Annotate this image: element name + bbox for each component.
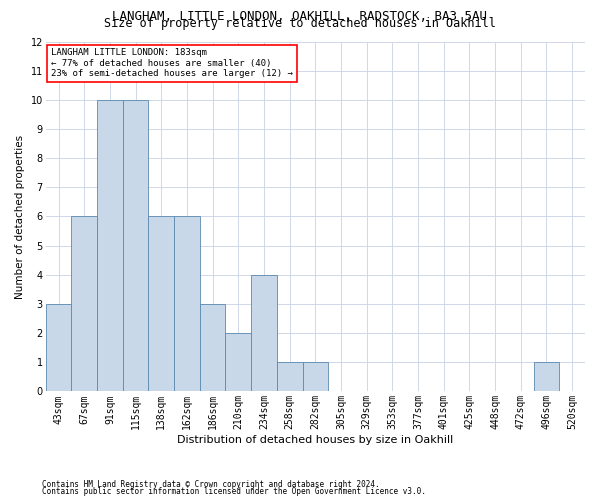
Text: Contains public sector information licensed under the Open Government Licence v3: Contains public sector information licen… bbox=[42, 487, 426, 496]
Text: Size of property relative to detached houses in Oakhill: Size of property relative to detached ho… bbox=[104, 18, 496, 30]
Bar bbox=[46, 304, 71, 392]
Bar bbox=[533, 362, 559, 392]
Bar bbox=[148, 216, 174, 392]
Bar bbox=[123, 100, 148, 392]
Bar bbox=[302, 362, 328, 392]
Bar bbox=[71, 216, 97, 392]
Bar bbox=[200, 304, 226, 392]
Bar bbox=[97, 100, 123, 392]
Bar bbox=[174, 216, 200, 392]
Y-axis label: Number of detached properties: Number of detached properties bbox=[15, 134, 25, 298]
Text: LANGHAM, LITTLE LONDON, OAKHILL, RADSTOCK, BA3 5AU: LANGHAM, LITTLE LONDON, OAKHILL, RADSTOC… bbox=[113, 10, 487, 23]
Bar bbox=[277, 362, 302, 392]
X-axis label: Distribution of detached houses by size in Oakhill: Distribution of detached houses by size … bbox=[177, 435, 454, 445]
Bar bbox=[226, 333, 251, 392]
Text: LANGHAM LITTLE LONDON: 183sqm
← 77% of detached houses are smaller (40)
23% of s: LANGHAM LITTLE LONDON: 183sqm ← 77% of d… bbox=[51, 48, 293, 78]
Bar bbox=[251, 275, 277, 392]
Text: Contains HM Land Registry data © Crown copyright and database right 2024.: Contains HM Land Registry data © Crown c… bbox=[42, 480, 380, 489]
